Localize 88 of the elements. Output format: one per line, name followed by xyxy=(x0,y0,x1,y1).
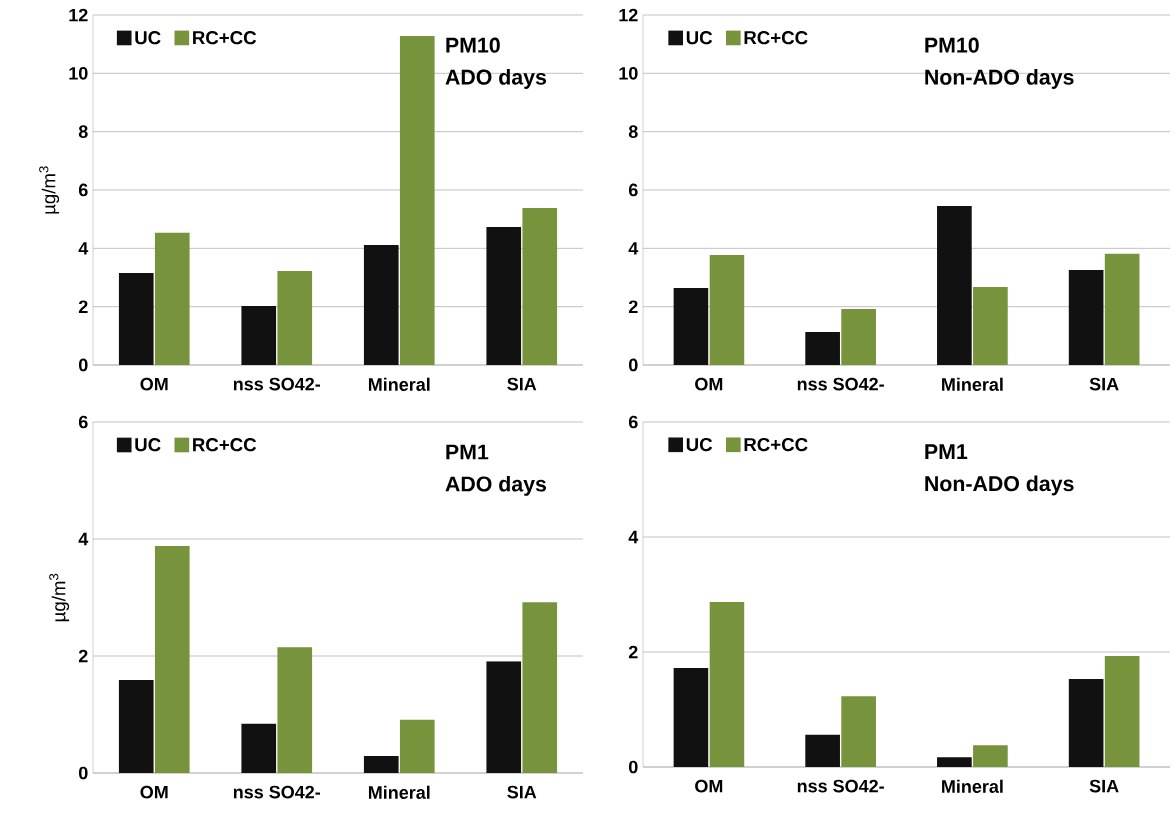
x-tick-label: SIA xyxy=(507,785,537,799)
x-tick-label: OM xyxy=(695,779,723,793)
bar xyxy=(522,208,558,365)
bar xyxy=(363,245,399,365)
bar xyxy=(673,287,709,365)
bar xyxy=(805,332,840,365)
bar xyxy=(522,602,558,773)
annotation: Non-ADO days xyxy=(925,475,1074,496)
x-tick-label: Mineral xyxy=(368,377,430,391)
bar xyxy=(709,255,745,365)
annotation: Non-ADO days xyxy=(925,69,1074,89)
y-tick-label: 4 xyxy=(78,242,89,255)
x-tick-label: Mineral xyxy=(942,779,1003,793)
bar xyxy=(841,696,876,767)
y-tick-label: 2 xyxy=(628,645,638,659)
y-tick-label: 0 xyxy=(629,760,638,774)
legend-label: UC xyxy=(135,438,161,452)
y-tick-label: 8 xyxy=(628,125,638,139)
bar xyxy=(241,306,277,365)
bar xyxy=(154,546,190,773)
bar xyxy=(1068,679,1104,767)
y-tick-label: 4 xyxy=(628,242,639,255)
annotation: ADO days xyxy=(445,475,546,496)
bar xyxy=(937,206,972,365)
legend-label: RC+CC xyxy=(744,437,808,452)
x-tick-label: SIA xyxy=(507,377,537,391)
legend-label: RC+CC xyxy=(744,31,808,45)
y-tick-label: 2 xyxy=(628,300,638,313)
y-tick-label: 0 xyxy=(629,358,638,372)
y-tick-label: 2 xyxy=(78,649,88,663)
bar xyxy=(399,719,435,773)
bar xyxy=(937,757,972,767)
legend-label: RC+CC xyxy=(193,438,257,452)
bar xyxy=(241,723,277,773)
x-tick-label: Mineral xyxy=(942,377,1003,391)
bar xyxy=(805,734,840,767)
y-axis-title: µg/m$^{3}$ xyxy=(39,166,60,214)
y-tick-label: 4 xyxy=(78,532,89,546)
y-tick-label: 6 xyxy=(78,415,88,429)
y-tick-label: 10 xyxy=(619,66,638,80)
annotation: PM10 xyxy=(446,37,500,53)
y-tick-label: 0 xyxy=(78,766,88,780)
x-tick-label: OM xyxy=(140,785,168,799)
bar xyxy=(973,745,1008,767)
bar xyxy=(486,227,522,365)
bar xyxy=(673,668,709,767)
annotation: PM1 xyxy=(925,444,968,459)
bar xyxy=(118,273,154,365)
y-tick-label: 8 xyxy=(78,125,88,139)
bar xyxy=(154,232,190,365)
x-tick-label: nss SO42- xyxy=(797,377,884,391)
legend-label: UC xyxy=(135,31,161,45)
x-tick-label: OM xyxy=(695,377,723,391)
x-tick-label: OM xyxy=(140,377,168,391)
y-axis-title: µg/m$^{3}$ xyxy=(49,573,70,622)
bar xyxy=(486,661,522,773)
bar xyxy=(841,308,876,365)
bar xyxy=(1068,269,1104,365)
y-tick-label: 10 xyxy=(69,66,88,80)
legend-label: UC xyxy=(686,437,713,452)
y-tick-label: 12 xyxy=(69,8,88,22)
y-tick-label: 2 xyxy=(78,300,88,313)
x-tick-label: SIA xyxy=(1089,377,1119,391)
y-tick-label: 6 xyxy=(78,183,88,197)
bar xyxy=(277,271,313,365)
legend-label: UC xyxy=(686,31,713,45)
bar xyxy=(1104,253,1140,365)
annotation: ADO days xyxy=(445,69,546,89)
x-tick-label: nss SO42- xyxy=(233,377,321,391)
legend-label: RC+CC xyxy=(193,31,257,45)
y-tick-label: 6 xyxy=(628,183,638,197)
x-tick-label: SIA xyxy=(1089,779,1119,793)
bar xyxy=(118,679,154,773)
x-tick-label: nss SO42- xyxy=(797,779,884,793)
y-tick-label: 6 xyxy=(628,415,638,429)
bar xyxy=(399,35,435,365)
annotation: PM10 xyxy=(925,37,979,53)
y-tick-label: 0 xyxy=(78,358,88,372)
x-tick-label: nss SO42- xyxy=(233,785,321,799)
bar xyxy=(363,756,399,773)
annotation: PM1 xyxy=(446,444,489,460)
y-tick-label: 12 xyxy=(619,8,638,22)
bar xyxy=(973,287,1008,365)
bar xyxy=(1104,656,1140,767)
bar xyxy=(709,601,745,767)
x-tick-label: Mineral xyxy=(368,785,430,799)
bar xyxy=(277,647,313,773)
y-tick-label: 4 xyxy=(628,530,639,544)
